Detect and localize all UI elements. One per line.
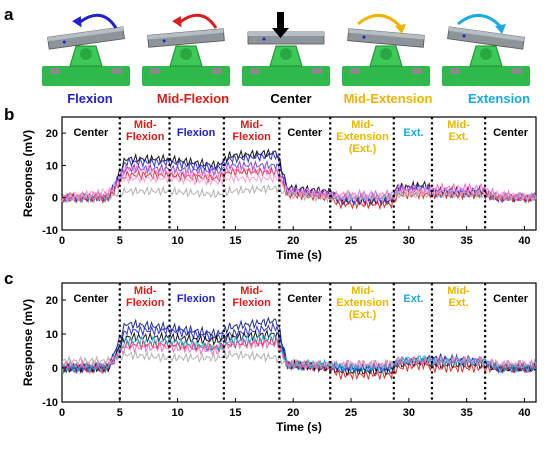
x-tick-label: 5 xyxy=(117,235,123,247)
segment-label-7-line-1: Ext. xyxy=(403,293,423,305)
x-tick-label: 0 xyxy=(59,235,65,247)
segment-label-7-line-1: Ext. xyxy=(403,127,423,139)
segment-label-4-line-1: Mid- xyxy=(240,285,263,297)
device-photo-2 xyxy=(142,13,230,86)
segment-label-4-line-2: Flexion xyxy=(232,297,271,309)
y-tick-label: 0 xyxy=(52,193,58,205)
photo-titles: Flexion Mid-Flexion Center Mid-Extension Ext… xyxy=(67,91,530,106)
x-tick-label: 30 xyxy=(403,235,415,247)
y-tick-label: 10 xyxy=(46,329,58,341)
y-tick-label: 0 xyxy=(52,363,58,375)
segment-label-8-line-2: Ext. xyxy=(448,297,468,309)
segment-label-8-line-1: Mid- xyxy=(447,119,470,131)
panel-label-a: a xyxy=(4,5,14,24)
x-tick-label: 25 xyxy=(345,407,357,419)
x-tick-label: 0 xyxy=(59,407,65,419)
device-photo-4 xyxy=(342,14,430,86)
device-photo-3 xyxy=(242,12,330,86)
x-tick-label: 15 xyxy=(229,407,241,419)
y-tick-label: -10 xyxy=(42,397,58,409)
x-axis-label: Time (s) xyxy=(276,420,322,434)
photo-title-1: Flexion xyxy=(67,91,113,106)
photo-title-5: Extension xyxy=(468,91,530,106)
x-tick-label: 5 xyxy=(117,407,123,419)
segment-label-5-line-1: Center xyxy=(287,127,323,139)
x-tick-label: 25 xyxy=(345,235,357,247)
segment-label-4-line-1: Mid- xyxy=(240,119,263,131)
x-tick-label: 40 xyxy=(518,235,530,247)
x-tick-label: 15 xyxy=(229,235,241,247)
panel-label-c: c xyxy=(4,269,13,288)
segment-label-6-line-2: Extension xyxy=(336,131,389,143)
segment-label-9-line-1: Center xyxy=(493,127,529,139)
series-line-7 xyxy=(61,183,537,204)
segment-label-2-line-2: Flexion xyxy=(126,131,165,143)
segment-label-9-line-1: Center xyxy=(493,293,529,305)
segment-label-8-line-2: Ext. xyxy=(448,131,468,143)
x-tick-label: 10 xyxy=(171,407,183,419)
segment-label-6-line-3: (Ext.) xyxy=(349,143,377,155)
x-axis-label: Time (s) xyxy=(276,248,322,262)
plot-frame xyxy=(61,282,537,403)
photo-title-4: Mid-Extension xyxy=(344,91,433,106)
curved-arrow-right-icon xyxy=(357,14,406,34)
series-line-4 xyxy=(61,336,537,381)
series-line-4 xyxy=(61,165,537,211)
series-line-7 xyxy=(61,349,537,371)
x-tick-label: 35 xyxy=(461,407,473,419)
segment-label-5-line-1: Center xyxy=(287,293,323,305)
segment-label-2-line-1: Mid- xyxy=(134,285,157,297)
segment-label-6-line-1: Mid- xyxy=(351,285,374,297)
down-arrow-icon xyxy=(272,12,289,38)
device-photos xyxy=(42,12,530,86)
curved-arrow-left-icon xyxy=(72,13,118,29)
y-tick-label: 10 xyxy=(46,160,58,172)
photo-title-3: Center xyxy=(270,91,311,106)
y-tick-label: -10 xyxy=(42,225,58,237)
curved-arrow-right-icon xyxy=(457,14,506,34)
x-tick-label: 35 xyxy=(461,235,473,247)
segment-label-2-line-2: Flexion xyxy=(126,297,165,309)
segment-label-1-line-1: Center xyxy=(73,127,109,139)
y-axis-label: Response (mV) xyxy=(21,130,35,217)
device-photo-1 xyxy=(42,13,130,86)
segment-label-2-line-1: Mid- xyxy=(134,119,157,131)
device-photo-5 xyxy=(442,14,530,86)
segment-label-6-line-1: Mid- xyxy=(351,119,374,131)
y-tick-label: 20 xyxy=(46,128,58,140)
segment-label-3-line-1: Flexion xyxy=(177,127,216,139)
segment-label-6-line-3: (Ext.) xyxy=(349,309,377,321)
curved-arrow-left-icon xyxy=(172,13,218,29)
segment-label-6-line-2: Extension xyxy=(336,297,389,309)
x-tick-label: 40 xyxy=(518,407,530,419)
segment-label-8-line-1: Mid- xyxy=(447,285,470,297)
segment-label-4-line-2: Flexion xyxy=(232,131,271,143)
plot-frame xyxy=(61,116,537,231)
x-tick-label: 20 xyxy=(287,407,299,419)
panel-label-b: b xyxy=(4,105,14,124)
y-axis-label: Response (mV) xyxy=(21,299,35,386)
segment-label-3-line-1: Flexion xyxy=(177,293,216,305)
y-tick-label: 20 xyxy=(46,295,58,307)
x-tick-label: 20 xyxy=(287,235,299,247)
segment-label-1-line-1: Center xyxy=(73,293,109,305)
series-line-6 xyxy=(61,332,537,375)
x-tick-label: 10 xyxy=(171,235,183,247)
x-tick-label: 30 xyxy=(403,407,415,419)
photo-title-2: Mid-Flexion xyxy=(157,91,229,106)
